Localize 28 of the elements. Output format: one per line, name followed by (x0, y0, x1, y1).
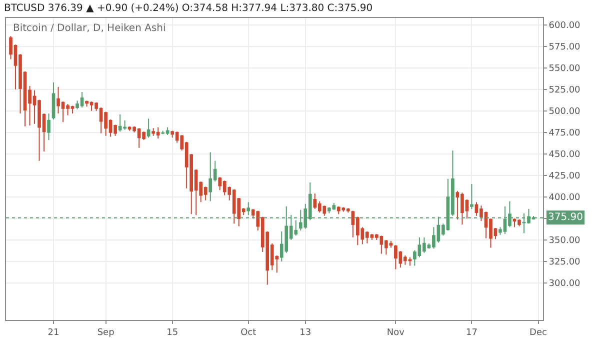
y-tick-label: 475.00 (548, 128, 581, 139)
y-tick-label: 600.00 (548, 21, 581, 32)
chart-title: BTCUSD 376.39 ▲ +0.90 (+0.24%) O:374.58 H:377.94 L:373.80 C:375.90 (4, 3, 373, 14)
y-tick-label: 350.00 (548, 236, 581, 246)
x-tick-label: 13 (300, 328, 312, 338)
text: Bitcoin / Dollar, D, Heiken Ashi (13, 23, 166, 34)
candlestick (52, 82, 56, 120)
candlestick (470, 184, 474, 210)
y-tick-label: 325.00 (548, 258, 581, 268)
y-tick-label: 300.00 (548, 279, 581, 290)
x-tick-label: Dec (530, 328, 548, 338)
y-tick-label: 500.00 (548, 107, 581, 118)
y-tick-label: 425.00 (548, 172, 581, 182)
x-tick-label: Oct (240, 328, 257, 338)
ref-line-label: 375.90 (548, 212, 583, 223)
x-tick-label: 15 (166, 328, 178, 338)
y-tick-label: 400.00 (548, 193, 581, 204)
y-tick-label: 575.00 (548, 42, 581, 53)
y-tick-label: 450.00 (548, 150, 581, 160)
x-tick-label: 17 (466, 328, 478, 338)
x-tick-label: Sep (97, 328, 115, 338)
x-tick-label: 21 (48, 328, 60, 338)
x-tick-label: Nov (386, 328, 406, 338)
y-tick-label: 525.00 (548, 86, 581, 96)
candlestick (146, 118, 150, 138)
y-tick-label: 550.00 (548, 64, 581, 74)
candlestick (246, 202, 250, 216)
candlestick (47, 113, 50, 141)
